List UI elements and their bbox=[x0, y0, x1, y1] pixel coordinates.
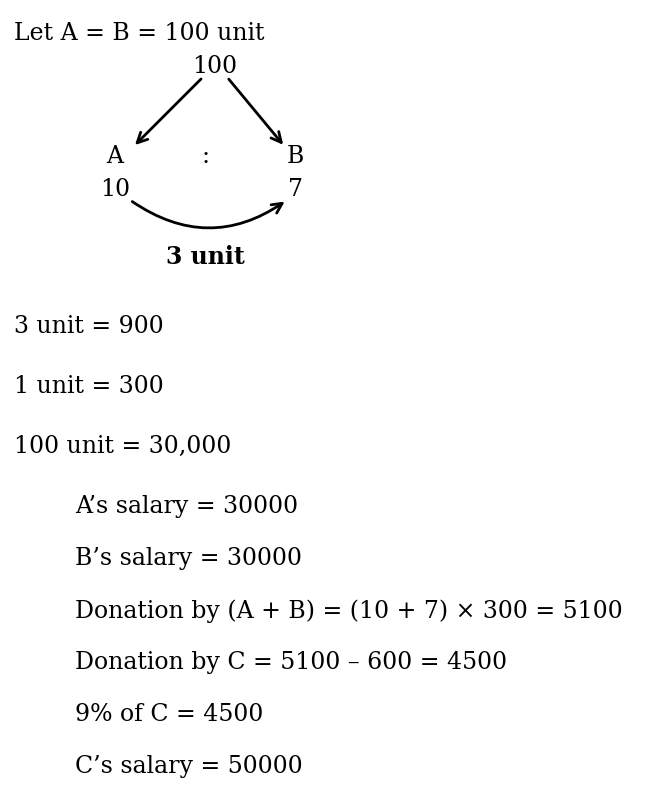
Text: A’s salary = 30000: A’s salary = 30000 bbox=[75, 495, 298, 518]
Text: A: A bbox=[107, 145, 123, 168]
Text: B’s salary = 30000: B’s salary = 30000 bbox=[75, 547, 302, 570]
Text: 3 unit = 900: 3 unit = 900 bbox=[14, 315, 164, 338]
Text: Let A = B = 100 unit: Let A = B = 100 unit bbox=[14, 22, 265, 45]
FancyArrowPatch shape bbox=[133, 201, 282, 228]
Text: 100 unit = 30,000: 100 unit = 30,000 bbox=[14, 435, 231, 458]
Text: 100: 100 bbox=[192, 55, 237, 78]
Text: 9% of C = 4500: 9% of C = 4500 bbox=[75, 703, 263, 726]
Text: 10: 10 bbox=[100, 178, 130, 201]
Text: 1 unit = 300: 1 unit = 300 bbox=[14, 375, 164, 398]
Text: Donation by (A + B) = (10 + 7) × 300 = 5100: Donation by (A + B) = (10 + 7) × 300 = 5… bbox=[75, 599, 623, 622]
Text: :: : bbox=[201, 145, 209, 168]
Text: 7: 7 bbox=[288, 178, 302, 201]
Text: 3 unit: 3 unit bbox=[166, 245, 245, 269]
Text: C’s salary = 50000: C’s salary = 50000 bbox=[75, 755, 303, 778]
Text: Donation by C = 5100 – 600 = 4500: Donation by C = 5100 – 600 = 4500 bbox=[75, 651, 507, 674]
Text: B: B bbox=[286, 145, 304, 168]
